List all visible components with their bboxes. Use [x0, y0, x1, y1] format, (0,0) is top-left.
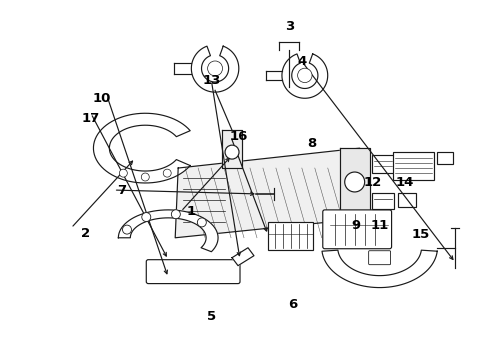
- Circle shape: [163, 169, 171, 177]
- Circle shape: [297, 68, 311, 82]
- Circle shape: [122, 225, 131, 234]
- FancyBboxPatch shape: [392, 152, 433, 180]
- Polygon shape: [232, 248, 253, 266]
- Text: 1: 1: [186, 205, 195, 218]
- Text: 12: 12: [363, 176, 381, 189]
- Text: 13: 13: [202, 74, 220, 87]
- Polygon shape: [321, 250, 436, 288]
- Polygon shape: [175, 148, 369, 238]
- FancyBboxPatch shape: [397, 193, 415, 207]
- Polygon shape: [282, 54, 327, 98]
- Text: 3: 3: [284, 20, 293, 33]
- FancyBboxPatch shape: [371, 155, 393, 173]
- Text: 7: 7: [117, 184, 126, 197]
- Circle shape: [141, 173, 149, 181]
- Circle shape: [207, 61, 222, 76]
- Circle shape: [344, 172, 364, 192]
- Circle shape: [142, 213, 150, 221]
- Text: 9: 9: [350, 219, 360, 233]
- Polygon shape: [339, 148, 369, 215]
- Text: 10: 10: [93, 92, 111, 105]
- Text: 4: 4: [297, 55, 306, 68]
- Polygon shape: [93, 113, 190, 183]
- Circle shape: [171, 210, 180, 219]
- Circle shape: [119, 169, 127, 177]
- Text: 17: 17: [81, 112, 100, 125]
- Text: 11: 11: [370, 219, 388, 233]
- Text: 6: 6: [287, 298, 296, 311]
- Circle shape: [197, 218, 206, 227]
- Polygon shape: [222, 130, 242, 168]
- Text: 8: 8: [306, 137, 316, 150]
- Text: 14: 14: [394, 176, 413, 189]
- Polygon shape: [191, 46, 238, 92]
- FancyBboxPatch shape: [368, 251, 390, 265]
- FancyBboxPatch shape: [267, 222, 312, 250]
- Text: 15: 15: [411, 228, 429, 241]
- FancyBboxPatch shape: [437, 152, 452, 164]
- FancyBboxPatch shape: [371, 193, 393, 209]
- FancyBboxPatch shape: [322, 210, 391, 249]
- Circle shape: [224, 145, 239, 159]
- Text: 16: 16: [229, 130, 247, 143]
- Text: 2: 2: [81, 226, 90, 239]
- FancyBboxPatch shape: [146, 260, 240, 284]
- Polygon shape: [118, 210, 218, 252]
- Text: 5: 5: [206, 310, 216, 324]
